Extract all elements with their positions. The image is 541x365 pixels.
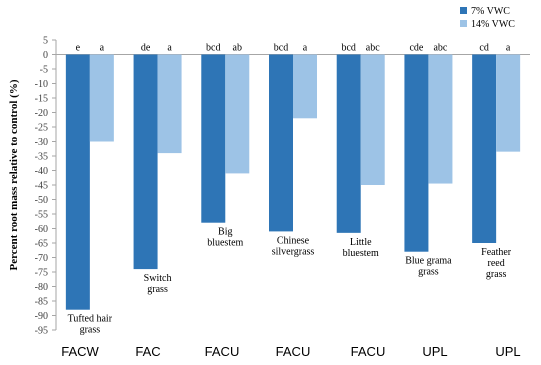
y-tick-label: -20 (35, 108, 48, 119)
y-tick-label: -45 (35, 181, 48, 192)
labels-group: e a Tufted hair grass FACW de a Switch grass FAC b… (61, 43, 520, 360)
bars-group (65, 54, 521, 310)
y-tick-label: -30 (35, 137, 48, 148)
bar-7pct-vwc (133, 54, 158, 270)
y-tick-label: -40 (35, 166, 48, 177)
significance-letter: cd (479, 43, 488, 54)
y-tick-label: -90 (35, 311, 48, 322)
bar-14pct-vwc (496, 54, 521, 152)
significance-letter: a (100, 43, 105, 54)
y-tick-label: -5 (40, 65, 48, 76)
category-label: FAC (135, 344, 160, 359)
y-tick-label: -65 (35, 239, 48, 250)
significance-letter: a (167, 43, 172, 54)
legend-swatch (460, 20, 467, 27)
legend-label: 14% VWC (471, 19, 515, 30)
legend: 7% VWC 14% VWC (460, 6, 515, 30)
y-tick-label: -10 (35, 79, 48, 90)
bar-14pct-vwc (157, 54, 182, 154)
significance-letter: cde (409, 43, 423, 54)
y-tick-label: 0 (43, 50, 48, 61)
significance-letter: ab (233, 43, 242, 54)
y-tick-label: -85 (35, 297, 48, 308)
bar-14pct-vwc (225, 54, 250, 174)
y-tick-label: -70 (35, 253, 48, 264)
y-tick-label: 5 (43, 36, 48, 47)
bar-7pct-vwc (201, 54, 226, 223)
species-label: Chinese silvergrass (272, 235, 315, 257)
category-label: FACU (351, 344, 386, 359)
legend-label: 7% VWC (471, 6, 510, 17)
category-label: UPL (422, 344, 447, 359)
bar-7pct-vwc (404, 54, 429, 252)
significance-letter: bcd (206, 43, 220, 54)
bar-14pct-vwc (428, 54, 453, 184)
species-label: Big bluestem (207, 227, 243, 249)
y-tick-label: -60 (35, 224, 48, 235)
bar-7pct-vwc (472, 54, 497, 243)
species-label: Little bluestem (343, 237, 379, 259)
category-label: FACU (276, 344, 311, 359)
species-label: Blue grama grass (405, 256, 452, 278)
significance-letter: bcd (341, 43, 355, 54)
y-tick-label: -95 (35, 326, 48, 337)
y-tick-label: -55 (35, 210, 48, 221)
category-label: FACU (205, 344, 240, 359)
y-tick-label: -50 (35, 195, 48, 206)
category-label: FACW (61, 344, 99, 359)
significance-letter: bcd (274, 43, 288, 54)
y-axis-label: Percent root mass relative to control (%… (8, 79, 20, 270)
y-tick-label: -35 (35, 152, 48, 163)
bar-14pct-vwc (360, 54, 385, 185)
significance-letter: abc (366, 43, 380, 54)
significance-letter: abc (433, 43, 447, 54)
significance-letter: a (506, 43, 511, 54)
bar-14pct-vwc (293, 54, 317, 119)
bar-14pct-vwc (89, 54, 114, 142)
y-tick-label: -75 (35, 268, 48, 279)
significance-letter: a (303, 43, 308, 54)
y-tick-label: -15 (35, 94, 48, 105)
species-label: Tufted hair grass (68, 314, 113, 336)
bar-7pct-vwc (336, 54, 361, 233)
species-label: Feather reed grass (481, 247, 512, 280)
y-tick-label: -80 (35, 282, 48, 293)
species-label: Switch grass (144, 273, 172, 295)
category-label: UPL (495, 344, 520, 359)
significance-letter: de (141, 43, 151, 54)
bar-7pct-vwc (65, 54, 90, 310)
significance-letter: e (76, 43, 81, 54)
bar-7pct-vwc (269, 54, 293, 232)
y-tick-label: -25 (35, 123, 48, 134)
legend-swatch (460, 7, 467, 14)
y-axis: 5 0 -5 -10 -15 -20 -25 -30 -35 -40 -45 -50 -55 -60 -65… (35, 36, 530, 337)
